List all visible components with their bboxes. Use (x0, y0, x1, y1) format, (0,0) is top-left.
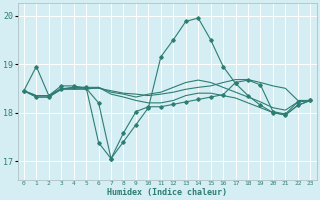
X-axis label: Humidex (Indice chaleur): Humidex (Indice chaleur) (107, 188, 227, 197)
